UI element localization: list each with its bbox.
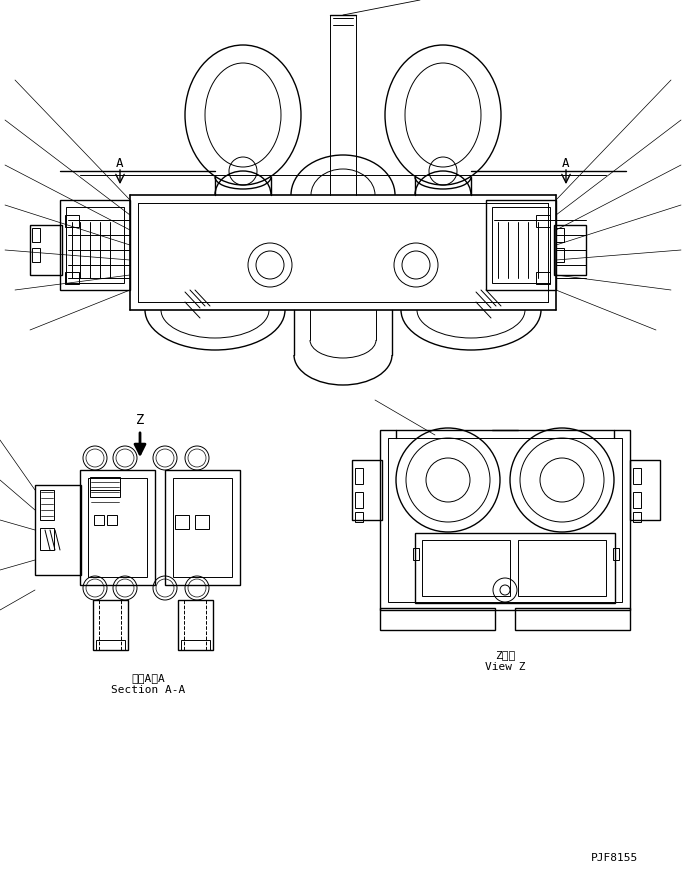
Text: Z　視: Z 視	[495, 650, 515, 660]
Bar	[96, 640, 125, 650]
Bar	[30, 225, 62, 275]
Bar	[492, 207, 550, 283]
Bar	[536, 215, 550, 227]
Bar	[422, 540, 510, 596]
Bar	[93, 600, 128, 650]
Bar	[380, 608, 495, 630]
Bar	[536, 272, 550, 284]
Bar	[107, 515, 117, 525]
Bar	[633, 492, 641, 508]
Bar	[40, 490, 54, 520]
Bar	[556, 228, 564, 242]
Bar	[633, 512, 641, 522]
Bar	[486, 200, 556, 290]
Bar	[515, 608, 630, 630]
Text: View Z: View Z	[485, 662, 525, 672]
Text: A: A	[116, 157, 123, 170]
Bar	[165, 470, 240, 585]
Bar	[413, 548, 419, 560]
Bar	[35, 485, 81, 575]
Bar	[355, 512, 363, 522]
Bar	[630, 460, 660, 520]
Bar	[32, 248, 40, 262]
Bar	[65, 215, 79, 227]
Bar	[32, 228, 40, 242]
Bar	[388, 438, 622, 602]
Bar	[65, 272, 79, 284]
Bar	[178, 600, 213, 650]
Bar	[88, 478, 147, 577]
Bar	[175, 515, 189, 529]
Bar	[352, 460, 382, 520]
Bar	[80, 470, 155, 585]
Bar	[181, 640, 210, 650]
Bar	[554, 225, 586, 275]
Text: PJF8155: PJF8155	[591, 853, 639, 863]
Bar	[173, 478, 232, 577]
Bar	[60, 200, 130, 290]
Bar	[380, 430, 630, 610]
Text: Z: Z	[136, 413, 144, 427]
Bar	[90, 477, 120, 497]
Text: A: A	[563, 157, 570, 170]
Bar	[195, 515, 209, 529]
Text: 断面A－A: 断面A－A	[131, 673, 165, 683]
Bar	[40, 528, 54, 550]
Bar	[633, 468, 641, 484]
Text: Section A-A: Section A-A	[111, 685, 185, 695]
Bar	[415, 533, 615, 603]
Bar	[94, 515, 104, 525]
Bar	[556, 248, 564, 262]
Bar	[613, 548, 619, 560]
Bar	[355, 492, 363, 508]
Bar	[518, 540, 606, 596]
Bar	[66, 207, 124, 283]
Bar	[355, 468, 363, 484]
